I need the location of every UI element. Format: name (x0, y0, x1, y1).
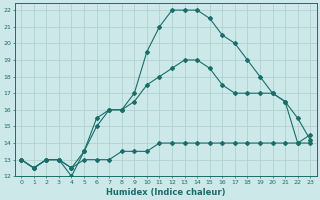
X-axis label: Humidex (Indice chaleur): Humidex (Indice chaleur) (106, 188, 226, 197)
